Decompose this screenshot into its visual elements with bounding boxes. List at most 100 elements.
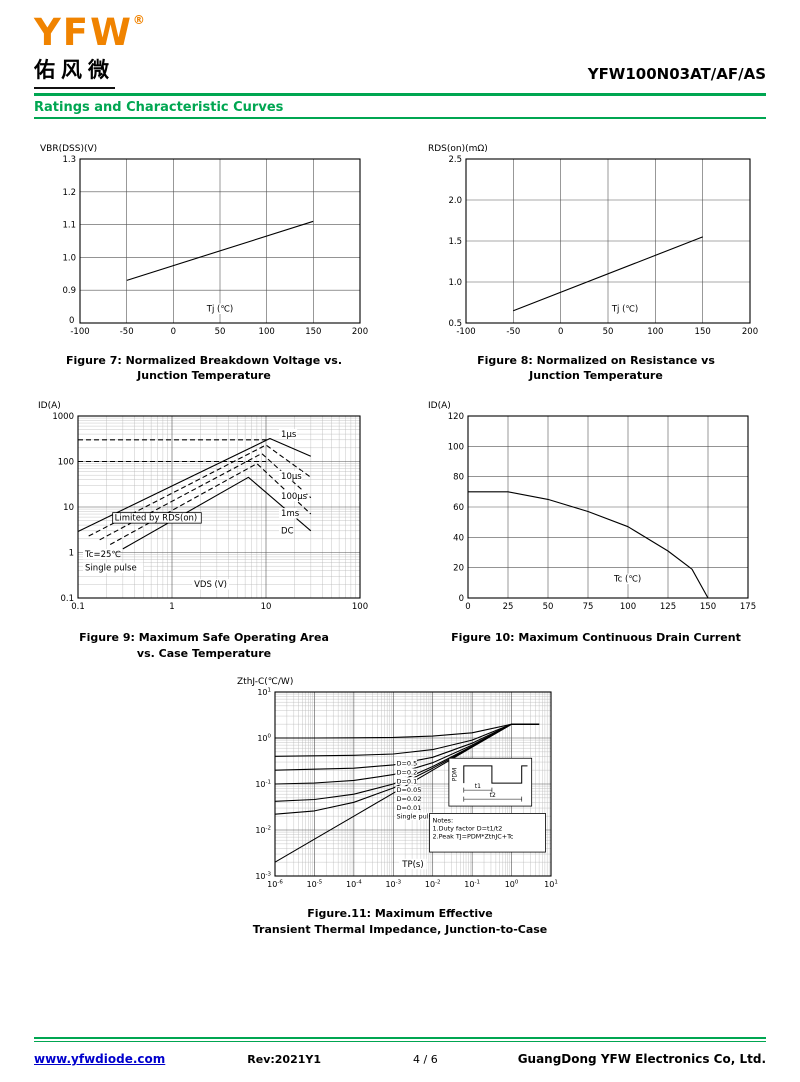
svg-text:0: 0 bbox=[558, 327, 563, 337]
svg-text:175: 175 bbox=[740, 602, 756, 612]
figure-9: 0.1 1 10 100 0.1 1 10 100 1000 ID(A) 1µs 10µs 100µs 1… bbox=[34, 394, 374, 662]
svg-text:Notes:: Notes: bbox=[433, 817, 454, 825]
svg-text:ZthJ-C(℃/W): ZthJ-C(℃/W) bbox=[237, 677, 293, 687]
part-number: YFW100N03AT/AF/AS bbox=[587, 65, 766, 83]
svg-text:20: 20 bbox=[453, 564, 464, 574]
svg-text:40: 40 bbox=[453, 534, 464, 544]
section-title: Ratings and Characteristic Curves bbox=[34, 99, 284, 115]
caption-line: Junction Temperature bbox=[137, 369, 271, 383]
svg-text:t1: t1 bbox=[475, 783, 481, 790]
svg-text:D=0.01: D=0.01 bbox=[396, 804, 421, 812]
svg-text:100: 100 bbox=[58, 458, 74, 468]
svg-text:101: 101 bbox=[257, 688, 271, 698]
svg-text:100: 100 bbox=[257, 734, 271, 744]
svg-text:10-6: 10-6 bbox=[267, 880, 283, 890]
svg-text:VDS (V): VDS (V) bbox=[194, 580, 227, 590]
svg-text:1.5: 1.5 bbox=[448, 237, 462, 247]
svg-text:Single pulse: Single pulse bbox=[85, 564, 137, 574]
caption-line: Transient Thermal Impedance, Junction-to… bbox=[252, 923, 548, 937]
green-rule-top bbox=[34, 93, 766, 96]
page-header: YFW® 佑风微 YFW100N03AT/AF/AS bbox=[34, 10, 766, 89]
svg-text:1µs: 1µs bbox=[281, 430, 297, 440]
svg-text:10-3: 10-3 bbox=[385, 880, 401, 890]
svg-text:150: 150 bbox=[695, 327, 711, 337]
svg-text:VBR(DSS)(V): VBR(DSS)(V) bbox=[40, 144, 97, 154]
svg-text:200: 200 bbox=[352, 327, 368, 337]
footer-row: www.yfwdiode.com Rev:2021Y1 4 / 6 GuangD… bbox=[34, 1052, 766, 1066]
figure10-caption: Figure 10: Maximum Continuous Drain Curr… bbox=[451, 630, 741, 646]
svg-text:10µs: 10µs bbox=[281, 472, 302, 482]
caption-line: vs. Case Temperature bbox=[136, 647, 272, 661]
svg-text:10-1: 10-1 bbox=[464, 880, 480, 890]
website-link[interactable]: www.yfwdiode.com bbox=[34, 1052, 166, 1066]
yfw-logo: YFW® 佑风微 bbox=[34, 14, 147, 89]
chart-row-3: 10-6 10-5 10-4 10-3 10-2 10-1 100 101 10-3 10-2 10… bbox=[34, 672, 766, 938]
svg-text:100: 100 bbox=[352, 602, 368, 612]
svg-text:ID(A): ID(A) bbox=[428, 401, 451, 411]
revision-label: Rev:2021Y1 bbox=[247, 1053, 322, 1066]
figure11-caption: Figure.11: Maximum Effective Transient T… bbox=[253, 906, 548, 938]
svg-text:2.0: 2.0 bbox=[448, 196, 462, 206]
svg-text:101: 101 bbox=[544, 880, 558, 890]
svg-text:150: 150 bbox=[305, 327, 321, 337]
svg-text:60: 60 bbox=[453, 503, 464, 513]
page-number: 4 / 6 bbox=[413, 1053, 438, 1066]
caption-line: Figure 10: Maximum Continuous Drain Curr… bbox=[451, 631, 741, 645]
logo-text: YFW® bbox=[34, 14, 147, 51]
svg-text:1.2: 1.2 bbox=[62, 187, 76, 197]
figure11-thermal-impedance-chart: 10-6 10-5 10-4 10-3 10-2 10-1 100 101 10-3 10-2 10… bbox=[235, 672, 565, 903]
svg-text:0: 0 bbox=[465, 602, 470, 612]
svg-text:25: 25 bbox=[503, 602, 514, 612]
svg-text:100: 100 bbox=[448, 443, 464, 453]
svg-text:D=0.05: D=0.05 bbox=[396, 786, 421, 794]
svg-text:DC: DC bbox=[281, 527, 294, 537]
figure9-caption: Figure 9: Maximum Safe Operating Area vs… bbox=[79, 630, 329, 662]
figure-10: 0 25 50 75 100 125 150 175 0 20 40 60 80 100 120 ID(A) T… bbox=[426, 394, 766, 662]
svg-text:80: 80 bbox=[453, 473, 464, 483]
company-name: GuangDong YFW Electronics Co, Ltd. bbox=[517, 1052, 766, 1066]
footer-green-rule-thick bbox=[34, 1037, 766, 1039]
registered-mark-icon: ® bbox=[132, 13, 147, 27]
svg-text:Tc (℃): Tc (℃) bbox=[613, 575, 641, 585]
svg-text:-50: -50 bbox=[506, 327, 520, 337]
logo-chinese: 佑风微 bbox=[34, 54, 115, 89]
svg-text:10-5: 10-5 bbox=[307, 880, 323, 890]
svg-text:Single pulse: Single pulse bbox=[396, 813, 436, 821]
svg-text:10-2: 10-2 bbox=[255, 826, 271, 836]
svg-text:10: 10 bbox=[261, 602, 272, 612]
svg-text:TP(s): TP(s) bbox=[401, 860, 423, 870]
svg-text:2.Peak TJ=PDM*ZthJC+Tc: 2.Peak TJ=PDM*ZthJC+Tc bbox=[433, 833, 514, 841]
svg-text:1: 1 bbox=[169, 602, 174, 612]
svg-text:1.3: 1.3 bbox=[62, 155, 76, 165]
svg-text:150: 150 bbox=[700, 602, 716, 612]
svg-text:1ms: 1ms bbox=[281, 509, 300, 519]
svg-text:1.0: 1.0 bbox=[62, 253, 76, 263]
svg-text:100: 100 bbox=[505, 880, 519, 890]
svg-text:0.5: 0.5 bbox=[448, 319, 462, 329]
figure-11: 10-6 10-5 10-4 10-3 10-2 10-1 100 101 10-3 10-2 10… bbox=[235, 672, 565, 938]
caption-line: Figure.11: Maximum Effective bbox=[307, 907, 493, 921]
svg-text:D=0.5: D=0.5 bbox=[396, 760, 417, 768]
caption-line: Figure 9: Maximum Safe Operating Area bbox=[79, 631, 329, 645]
svg-text:D=0.1: D=0.1 bbox=[396, 778, 417, 786]
svg-text:2.5: 2.5 bbox=[448, 155, 462, 165]
svg-text:-100: -100 bbox=[456, 327, 475, 337]
caption-line: Figure 7: Normalized Breakdown Voltage v… bbox=[65, 353, 342, 367]
svg-text:0: 0 bbox=[69, 316, 74, 326]
svg-text:50: 50 bbox=[215, 327, 226, 337]
svg-text:200: 200 bbox=[742, 327, 758, 337]
figure8-on-resistance-chart: -100 -50 0 50 100 150 200 0.5 1.0 1.5 2.0 2.5RDS(on… bbox=[426, 136, 766, 349]
figure-7: -100 -50 0 50 100 150 200 0.9 1.0 1.1 1.2 1.3 VBR(DS… bbox=[34, 136, 374, 385]
svg-text:PDM: PDM bbox=[451, 768, 458, 781]
svg-text:Tc=25℃: Tc=25℃ bbox=[84, 550, 121, 560]
svg-text:120: 120 bbox=[448, 412, 464, 422]
svg-text:D=0.2: D=0.2 bbox=[396, 769, 417, 777]
svg-text:0.1: 0.1 bbox=[71, 602, 85, 612]
svg-text:RDS(on)(mΩ): RDS(on)(mΩ) bbox=[428, 144, 488, 154]
svg-text:Tj (℃): Tj (℃) bbox=[206, 304, 233, 314]
chart-row-2: 0.1 1 10 100 0.1 1 10 100 1000 ID(A) 1µs 10µs 100µs 1… bbox=[34, 394, 766, 662]
svg-text:1.Duty factor D=t1/t2: 1.Duty factor D=t1/t2 bbox=[433, 825, 503, 833]
